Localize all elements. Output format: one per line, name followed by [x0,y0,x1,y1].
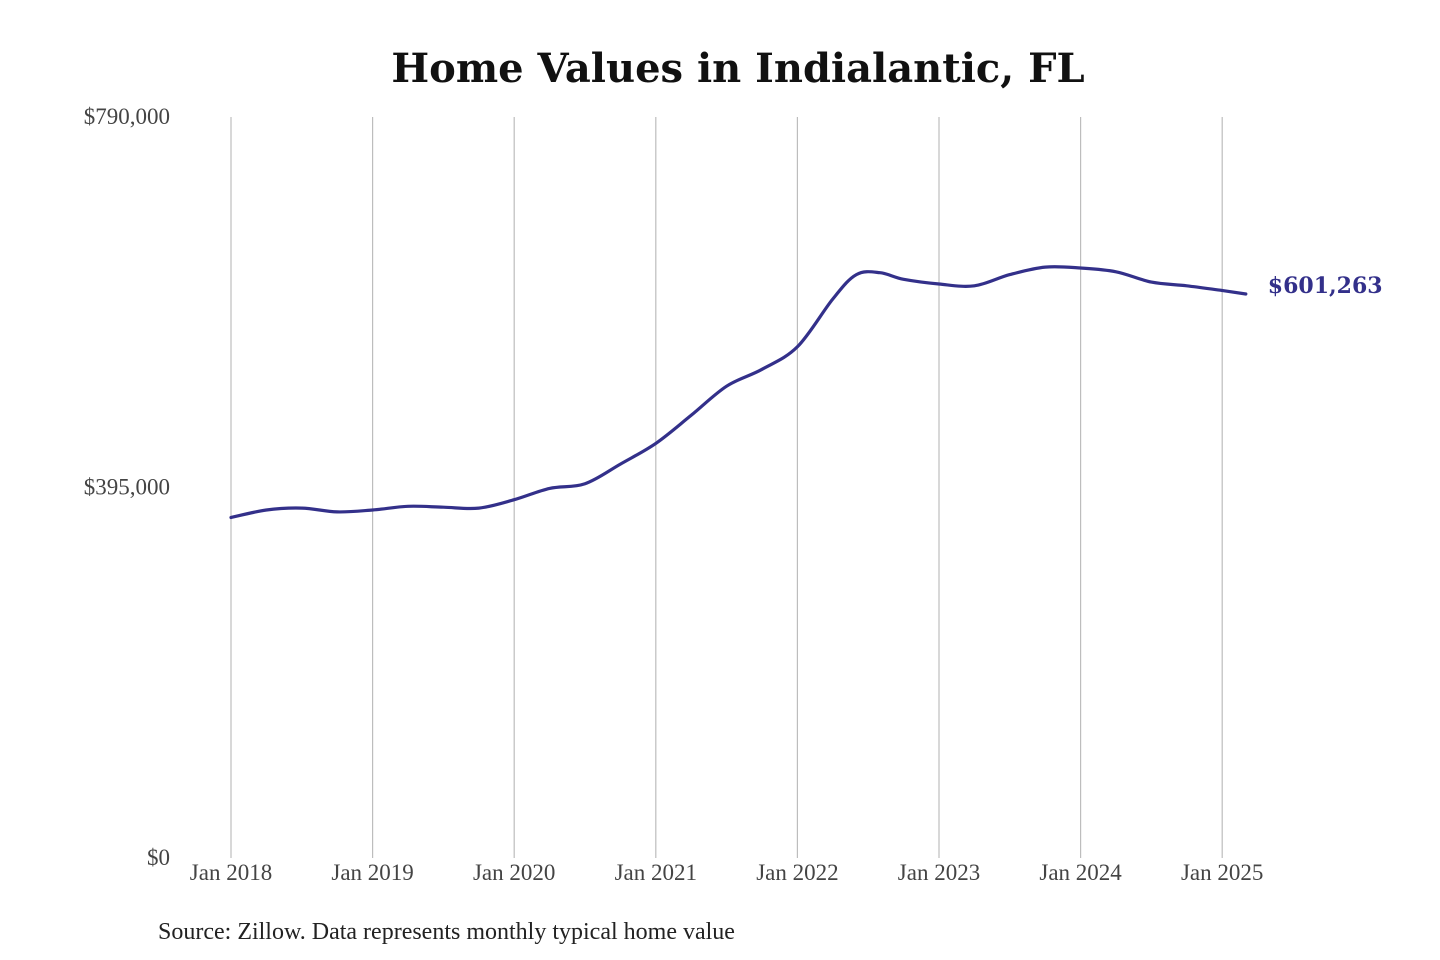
series-end-label: $601,263 [1268,273,1383,299]
y-tick-label: $790,000 [84,104,170,129]
series-line [229,265,1248,520]
x-tick-label: Jan 2021 [615,860,697,885]
series-layer: $601,263 [229,265,1383,520]
x-tick-label: Jan 2018 [190,860,272,885]
y-axis-ticks: $0 $395,000 $790,000 [84,104,170,870]
chart-title: Home Values in Indialantic, FL [391,45,1084,92]
x-axis-ticks: Jan 2018 Jan 2019 Jan 2020 Jan 2021 Jan 2022… [190,860,1264,885]
x-tick-label: Jan 2019 [331,860,413,885]
x-tick-label: Jan 2025 [1181,860,1263,885]
y-tick-label: $0 [147,845,170,870]
gridlines [230,117,1223,858]
source-note: Source: Zillow. Data represents monthly … [158,919,735,945]
x-tick-label: Jan 2022 [756,860,838,885]
x-tick-label: Jan 2023 [898,860,980,885]
y-tick-label: $395,000 [84,475,170,500]
x-tick-label: Jan 2020 [473,860,555,885]
x-tick-label: Jan 2024 [1039,860,1122,885]
